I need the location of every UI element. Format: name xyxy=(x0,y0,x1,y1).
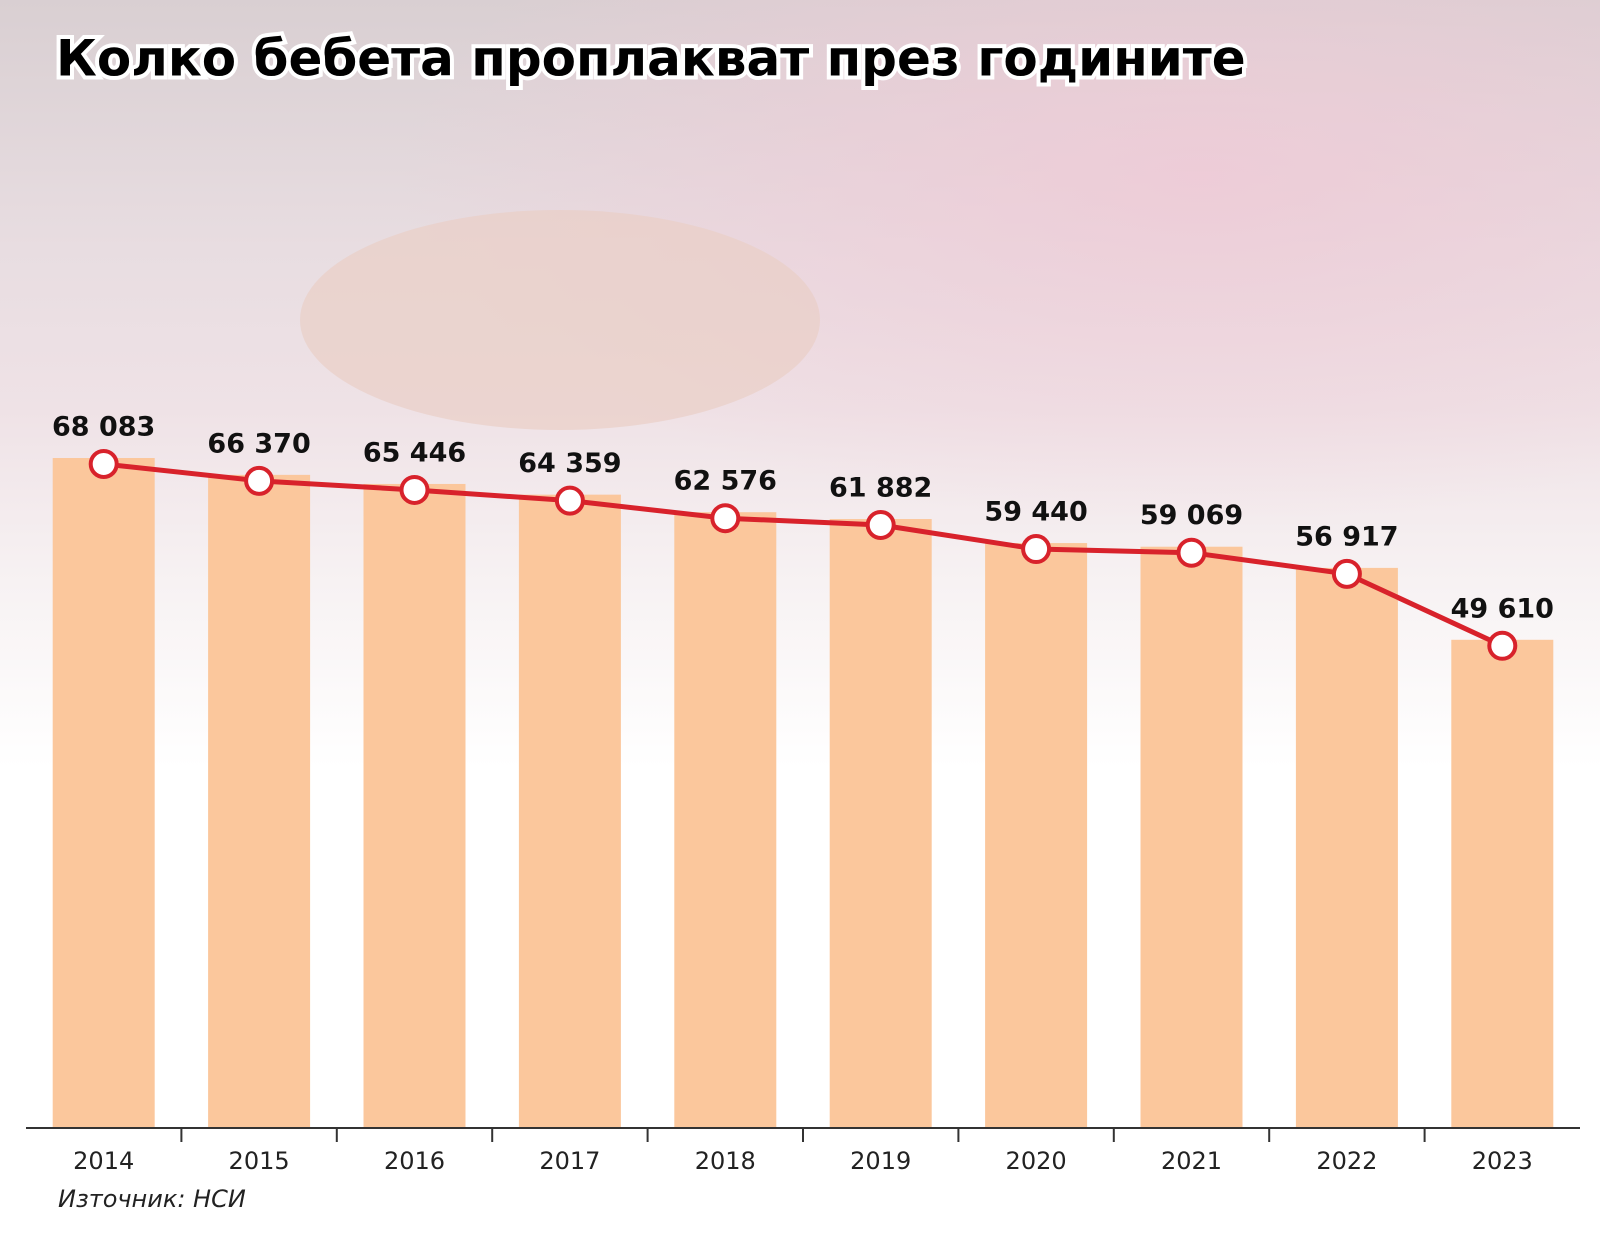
line-point xyxy=(1331,558,1362,589)
value-label: 56 917 xyxy=(1295,521,1398,552)
line-point xyxy=(244,465,275,496)
value-label: 66 370 xyxy=(207,428,310,459)
bar xyxy=(363,483,466,1128)
line-point xyxy=(1021,534,1052,565)
value-label: 59 440 xyxy=(984,497,1087,528)
value-label: 64 359 xyxy=(518,448,621,479)
value-label: 61 882 xyxy=(829,473,932,504)
bar xyxy=(674,512,777,1128)
x-tick-label: 2017 xyxy=(539,1147,600,1175)
line-point xyxy=(554,485,585,516)
x-tick-label: 2014 xyxy=(73,1147,134,1175)
bar xyxy=(829,519,932,1128)
source-note: Източник: НСИ xyxy=(58,1185,246,1213)
bar xyxy=(208,474,311,1128)
line-point xyxy=(1487,630,1518,661)
bar xyxy=(1140,546,1243,1128)
value-label: 65 446 xyxy=(363,437,466,468)
line-point xyxy=(710,503,741,534)
trend-line xyxy=(103,461,1504,649)
x-tick-label: 2020 xyxy=(1006,1147,1067,1175)
line-point xyxy=(1176,537,1207,568)
bar xyxy=(52,458,155,1128)
value-label: 62 576 xyxy=(674,466,777,497)
x-tick-label: 2019 xyxy=(850,1147,911,1175)
value-label: 59 069 xyxy=(1140,500,1243,531)
value-label: 49 610 xyxy=(1451,593,1554,624)
bar xyxy=(1451,639,1554,1128)
chart-title: Колко бебета проплакват през годините xyxy=(56,30,1246,88)
bar xyxy=(985,543,1088,1128)
bar xyxy=(1295,567,1398,1128)
bar xyxy=(518,494,621,1129)
x-tick-label: 2022 xyxy=(1316,1147,1377,1175)
line-point xyxy=(399,474,430,505)
x-tick-label: 2015 xyxy=(229,1147,290,1175)
value-label: 68 083 xyxy=(52,412,155,443)
x-tick-label: 2018 xyxy=(695,1147,756,1175)
photo-shape xyxy=(300,210,820,430)
x-tick-label: 2021 xyxy=(1161,1147,1222,1175)
x-tick-label: 2016 xyxy=(384,1147,445,1175)
x-tick-label: 2023 xyxy=(1472,1147,1533,1175)
line-point xyxy=(88,449,119,479)
line-point xyxy=(865,510,896,541)
